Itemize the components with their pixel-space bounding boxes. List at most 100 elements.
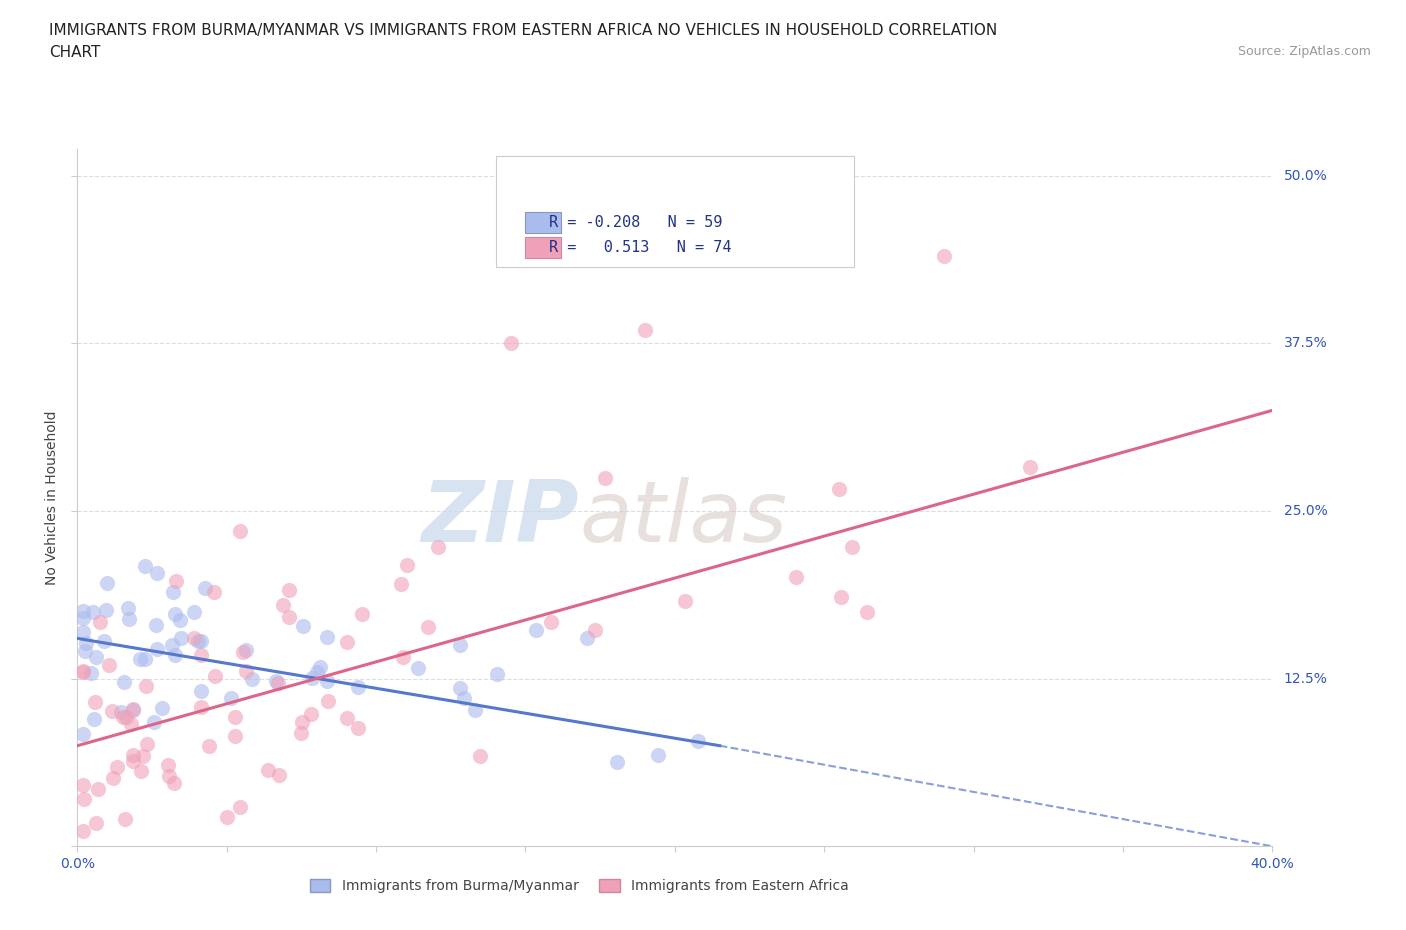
Point [145, 642, 167, 657]
Point [101, 770, 124, 785]
Point [278, 582, 301, 597]
Point [785, 570, 807, 585]
FancyBboxPatch shape [526, 237, 561, 259]
Point [688, 734, 710, 749]
Point [165, 573, 187, 588]
Point [105, 760, 128, 775]
Point [215, 810, 238, 825]
Point [194, 581, 217, 596]
Point [72, 777, 94, 792]
Point [396, 558, 419, 573]
Point [347, 680, 370, 695]
Point [115, 710, 138, 724]
Point [299, 707, 322, 722]
Point [169, 631, 191, 645]
Text: IMMIGRANTS FROM BURMA/MYANMAR VS IMMIGRANTS FROM EASTERN AFRICA NO VEHICLES IN H: IMMIGRANTS FROM BURMA/MYANMAR VS IMMIGRA… [49, 23, 997, 38]
Point [169, 612, 191, 627]
Point [110, 705, 132, 720]
Point [315, 630, 337, 644]
Point [336, 635, 359, 650]
Point [190, 683, 212, 698]
Point [160, 637, 183, 652]
Point [316, 673, 339, 688]
Point [117, 601, 139, 616]
Point [146, 565, 169, 580]
Point [80, 665, 103, 680]
Point [163, 776, 186, 790]
Point [87, 781, 110, 796]
Point [932, 248, 955, 263]
Text: 25.0%: 25.0% [1284, 504, 1327, 518]
Point [290, 725, 312, 740]
Point [235, 643, 257, 658]
Point [145, 618, 167, 632]
Point [449, 680, 471, 695]
Point [449, 637, 471, 652]
Point [292, 618, 315, 633]
Point [163, 647, 186, 662]
Point [190, 699, 212, 714]
Point [307, 665, 329, 680]
Point [72, 625, 94, 640]
Point [96, 576, 118, 591]
Point [84, 650, 107, 665]
Point [232, 644, 254, 659]
Text: R = -0.208   N = 59: R = -0.208 N = 59 [550, 215, 723, 230]
Point [540, 615, 562, 630]
Point [309, 659, 332, 674]
Point [183, 604, 205, 619]
Point [83, 711, 105, 726]
Point [224, 729, 246, 744]
Point [129, 764, 152, 778]
Point [1018, 459, 1040, 474]
Point [114, 811, 136, 826]
Legend: Immigrants from Burma/Myanmar, Immigrants from Eastern Africa: Immigrants from Burma/Myanmar, Immigrant… [304, 873, 855, 898]
Point [856, 605, 879, 620]
Point [112, 710, 135, 724]
Point [73, 791, 96, 806]
Point [187, 634, 209, 649]
Point [150, 700, 173, 715]
Point [135, 679, 157, 694]
Text: 37.5%: 37.5% [1284, 337, 1327, 351]
Point [634, 323, 657, 338]
Text: 12.5%: 12.5% [1284, 671, 1327, 685]
Point [84, 695, 107, 710]
Text: CHART: CHART [49, 45, 101, 60]
Point [301, 671, 323, 685]
Point [100, 704, 122, 719]
Point [830, 590, 852, 604]
Point [524, 622, 547, 637]
Point [219, 690, 242, 705]
Point [224, 710, 246, 724]
Point [827, 481, 849, 496]
Point [72, 610, 94, 625]
Point [389, 577, 412, 591]
Point [72, 664, 94, 679]
Point [72, 824, 94, 839]
Point [118, 612, 141, 627]
Point [82, 604, 104, 619]
Point [131, 748, 153, 763]
Point [122, 748, 145, 763]
Point [235, 663, 257, 678]
Point [264, 673, 287, 688]
Point [190, 648, 212, 663]
Point [257, 763, 280, 777]
Point [190, 633, 212, 648]
Point [673, 593, 696, 608]
FancyBboxPatch shape [496, 156, 855, 268]
Point [593, 471, 616, 485]
Point [72, 604, 94, 618]
Point [291, 715, 314, 730]
Point [72, 726, 94, 741]
Point [112, 675, 135, 690]
Point [202, 584, 225, 599]
Point [183, 631, 205, 645]
Point [129, 652, 152, 667]
Text: ZIP: ZIP [422, 477, 579, 560]
Point [204, 669, 226, 684]
Point [134, 651, 156, 666]
Point [72, 665, 94, 680]
Point [271, 597, 294, 612]
